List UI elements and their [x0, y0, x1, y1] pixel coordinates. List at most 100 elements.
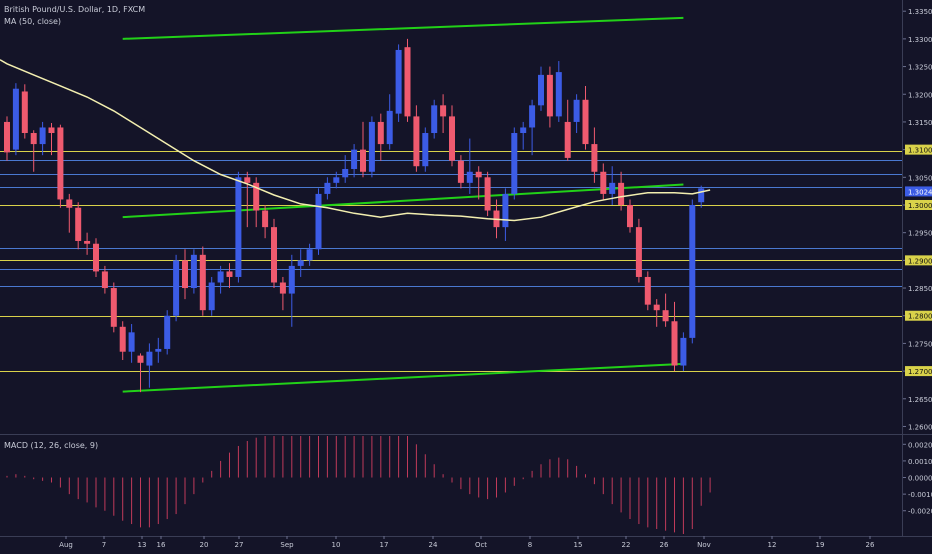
- candle-body: [4, 121, 10, 153]
- candle-body: [128, 332, 135, 352]
- level-badge: 1.31000: [905, 144, 932, 155]
- candle: [431, 99, 438, 139]
- level-badge-box: [905, 310, 932, 321]
- candle-body: [199, 254, 206, 311]
- candle: [582, 85, 589, 150]
- candle: [538, 66, 544, 111]
- candle-body: [449, 116, 455, 161]
- price-tick-label: 1.32500: [908, 64, 932, 72]
- candle-body: [324, 182, 331, 194]
- price-tick-label: 1.26000: [908, 423, 932, 431]
- candle-body: [235, 177, 242, 277]
- candle: [635, 218, 642, 283]
- candle: [30, 130, 37, 172]
- candle-body: [351, 149, 358, 169]
- level-badge: 1.30000: [905, 199, 932, 210]
- trendline[interactable]: [122, 183, 684, 219]
- price-scale[interactable]: 1.33500 1.33000 1.32500 1.32000 1.31500 1.310…: [903, 8, 932, 431]
- candle: [190, 249, 197, 294]
- candle-body: [404, 47, 411, 117]
- level-badge-box: [905, 199, 932, 210]
- candle: [12, 83, 19, 156]
- candle-body: [173, 260, 180, 316]
- candle: [333, 171, 340, 189]
- candle-body: [288, 265, 295, 294]
- candle: [164, 310, 171, 355]
- candle-body: [644, 276, 651, 305]
- time-tick-label: 12: [768, 541, 777, 549]
- candle-body: [582, 99, 589, 145]
- candle-body: [333, 177, 340, 183]
- candle: [564, 99, 571, 161]
- candle-body: [217, 271, 224, 283]
- time-tick-label: 17: [380, 541, 389, 549]
- candle: [449, 105, 455, 167]
- candle-body: [66, 199, 73, 208]
- candle-body: [244, 177, 251, 183]
- candle: [155, 337, 162, 363]
- candle-body: [57, 127, 64, 200]
- candle: [689, 199, 696, 344]
- candle-body: [271, 227, 277, 283]
- price-tick-label: 1.30500: [908, 174, 932, 182]
- candle: [57, 124, 64, 208]
- time-tick-label: 22: [622, 541, 631, 549]
- time-tick-label: 15: [574, 541, 583, 549]
- candle-body: [30, 133, 37, 145]
- candle-body: [502, 193, 509, 228]
- candle-body: [431, 105, 438, 134]
- candle: [600, 163, 607, 200]
- candle-body: [297, 260, 304, 266]
- candle: [591, 127, 598, 183]
- candle: [128, 324, 135, 363]
- candle: [173, 254, 180, 322]
- moving-average: [0, 59, 711, 222]
- candle-body: [226, 271, 233, 277]
- candle-body: [591, 144, 598, 172]
- ma-legend: MA (50, close): [4, 17, 61, 26]
- time-axis[interactable]: Aug 7 13 16 20 27 Sep 10 17 24 Oct 8 15 22 26 Nov 12 19 26: [59, 536, 875, 549]
- candle-body: [279, 282, 286, 294]
- candle-body: [39, 127, 46, 145]
- level-badge-label: 1.31000: [908, 147, 932, 155]
- time-tick-label: 10: [332, 541, 341, 549]
- macd-tick-label: -0.0010: [908, 491, 932, 499]
- candle-body: [146, 351, 153, 366]
- candle: [368, 116, 375, 178]
- trendline[interactable]: [122, 362, 684, 393]
- candle-body: [440, 105, 447, 117]
- time-tick-label: 8: [528, 541, 532, 549]
- candle: [671, 301, 678, 372]
- candle-body: [21, 91, 28, 134]
- macd-scale[interactable]: 0.0020 0.0010 0.0000 -0.0010 -0.0020: [903, 441, 932, 516]
- candle-body: [475, 171, 482, 178]
- candle: [297, 249, 304, 277]
- candle: [271, 218, 277, 289]
- candle-body: [635, 227, 642, 277]
- candle: [662, 293, 669, 327]
- trendline[interactable]: [122, 16, 684, 40]
- time-tick-label: 20: [200, 541, 209, 549]
- candle-body: [386, 110, 393, 145]
- level-badge: 1.29000: [905, 255, 932, 266]
- candle-body: [182, 260, 188, 289]
- candle: [75, 202, 82, 250]
- candle: [422, 127, 429, 172]
- candle: [84, 232, 91, 255]
- time-tick-label: 24: [429, 541, 438, 549]
- candle: [119, 321, 126, 361]
- time-tick-label: 26: [866, 541, 875, 549]
- current-price-box: [905, 186, 932, 197]
- candle-body: [573, 99, 580, 122]
- level-badge-label: 1.29000: [908, 257, 932, 265]
- candle: [306, 243, 313, 266]
- price-tick-label: 1.26500: [908, 396, 932, 404]
- level-badge: 1.28000: [905, 310, 932, 321]
- time-tick-label: Sep: [280, 541, 294, 549]
- candle: [110, 282, 117, 333]
- candle: [342, 155, 349, 183]
- level-badge-label: 1.28000: [908, 313, 932, 321]
- current-price-label: 1.30245: [908, 188, 932, 196]
